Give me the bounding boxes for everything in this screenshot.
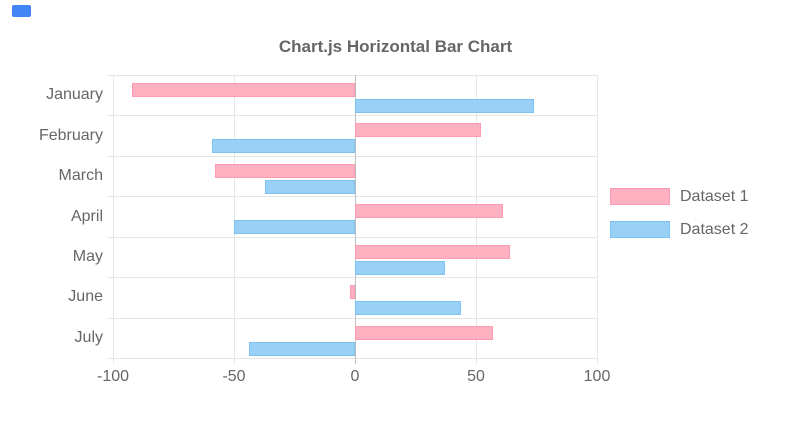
legend-item-dataset-1[interactable]: Dataset 1 <box>610 188 748 205</box>
legend: Dataset 1 Dataset 2 <box>610 188 748 254</box>
legend-item-dataset-2[interactable]: Dataset 2 <box>610 221 748 238</box>
x-axis-tick-mark <box>476 358 477 364</box>
y-axis-label: June <box>68 288 103 305</box>
y-axis-tick-mark <box>107 115 113 116</box>
x-axis-tick-mark <box>234 358 235 364</box>
legend-swatch <box>610 221 670 238</box>
gridline-x--100 <box>113 75 114 358</box>
blue-square-marker <box>12 5 31 17</box>
y-axis-label: March <box>58 167 103 184</box>
y-axis-tick-mark <box>107 358 113 359</box>
x-axis-tick-label: -50 <box>222 368 246 385</box>
bar-dataset-2-march[interactable] <box>265 180 355 194</box>
bar-dataset-2-july[interactable] <box>249 342 355 356</box>
y-axis-label: April <box>70 208 103 225</box>
x-axis-tick-mark <box>355 358 356 364</box>
legend-label: Dataset 1 <box>680 187 749 205</box>
y-axis-tick-mark <box>107 75 113 76</box>
y-axis-tick-mark <box>107 156 113 157</box>
x-axis-tick-mark <box>597 358 598 364</box>
x-axis-tick-mark <box>113 358 114 364</box>
gridline-x--50 <box>234 75 235 358</box>
bar-dataset-1-june[interactable] <box>350 285 355 299</box>
x-axis-tick-label: 100 <box>583 368 611 385</box>
y-axis-label: May <box>72 248 103 265</box>
chart-title: Chart.js Horizontal Bar Chart <box>278 37 513 56</box>
y-axis-label: July <box>74 329 103 346</box>
bar-dataset-2-january[interactable] <box>355 99 534 113</box>
y-axis-label: February <box>38 127 103 144</box>
bar-dataset-2-may[interactable] <box>355 261 445 275</box>
bar-dataset-1-july[interactable] <box>355 326 493 340</box>
y-axis-label: January <box>46 86 103 103</box>
bar-dataset-1-april[interactable] <box>355 204 503 218</box>
bar-dataset-2-june[interactable] <box>355 301 461 315</box>
gridline-x-100 <box>597 75 598 358</box>
x-axis-tick-label: -100 <box>96 368 130 385</box>
y-axis-tick-mark <box>107 318 113 319</box>
bar-dataset-2-april[interactable] <box>234 220 355 234</box>
bar-dataset-1-may[interactable] <box>355 245 510 259</box>
y-axis-tick-mark <box>107 196 113 197</box>
x-axis-tick-label: 50 <box>467 368 485 385</box>
y-axis-tick-mark <box>107 237 113 238</box>
legend-label: Dataset 2 <box>680 220 749 238</box>
legend-swatch <box>610 188 670 205</box>
x-axis-tick-label: 0 <box>350 368 360 385</box>
bar-dataset-2-february[interactable] <box>212 139 355 153</box>
bar-dataset-1-march[interactable] <box>215 164 355 178</box>
bar-dataset-1-january[interactable] <box>132 83 355 97</box>
y-axis-tick-mark <box>107 277 113 278</box>
bar-dataset-1-february[interactable] <box>355 123 481 137</box>
